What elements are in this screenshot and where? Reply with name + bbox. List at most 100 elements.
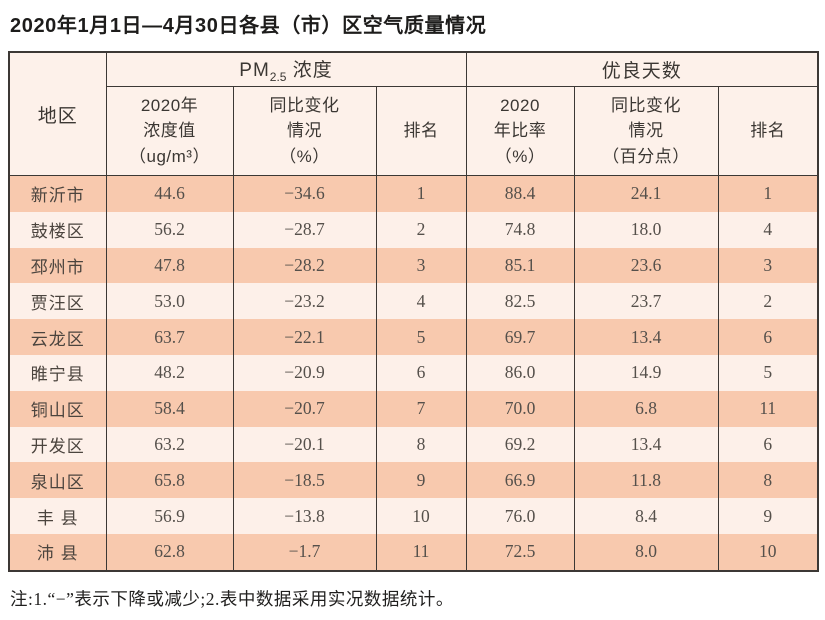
area-cell: 泉山区: [8, 462, 107, 499]
good-days-change-cell: 8.0: [573, 533, 719, 571]
good-days-change-cell: 18.0: [573, 211, 719, 248]
header-pm25-rank: 排名: [375, 86, 467, 176]
pm25-change-cell: −23.2: [232, 283, 377, 320]
good-days-rank-cell: 6: [717, 426, 819, 463]
table-row: 铜山区 58.4 −20.7 7 70.0 6.8 11: [8, 390, 819, 427]
good-days-change-cell: 23.6: [573, 247, 719, 284]
area-cell: 邳州市: [8, 247, 107, 284]
pm25-change-cell: −20.9: [232, 354, 377, 391]
good-days-change-cell: 8.4: [573, 498, 719, 534]
header-good-rank: 排名: [717, 86, 819, 176]
header-pm25-concentration: 2020年 浓度值 （ug/m³）: [105, 86, 234, 176]
area-cell: 铜山区: [8, 390, 107, 427]
good-days-change-cell: 23.7: [573, 283, 719, 320]
good-days-rate-cell: 72.5: [465, 533, 575, 571]
pm25-change-cell: −34.6: [232, 175, 377, 212]
area-cell: 丰 县: [8, 498, 107, 534]
table-row: 睢宁县 48.2 −20.9 6 86.0 14.9 5: [8, 354, 819, 391]
pm25-label-suffix: 浓度: [286, 60, 333, 82]
table-row: 沛 县 62.8 −1.7 11 72.5 8.0 10: [8, 533, 819, 571]
good-days-change-cell: 24.1: [573, 175, 719, 212]
table-row: 邳州市 47.8 −28.2 3 85.1 23.6 3: [8, 247, 819, 284]
pm25-concentration-cell: 47.8: [105, 247, 234, 284]
header-sub-row: 2020年 浓度值 （ug/m³） 同比变化 情况 （%） 排名 2020 年比…: [9, 86, 819, 176]
area-cell: 沛 县: [8, 533, 107, 571]
header-good-change: 同比变化 情况 （百分点）: [573, 86, 719, 176]
area-cell: 新沂市: [8, 175, 107, 212]
good-days-rate-cell: 70.0: [465, 390, 575, 427]
good-days-rank-cell: 10: [717, 533, 819, 571]
header-group-pm25: PM2.5 浓度: [105, 52, 467, 87]
area-cell: 开发区: [8, 426, 107, 463]
pm25-label-prefix: PM: [239, 60, 270, 82]
table-row: 贾汪区 53.0 −23.2 4 82.5 23.7 2: [8, 283, 819, 320]
pm25-change-cell: −28.2: [232, 247, 377, 284]
pm25-concentration-cell: 58.4: [105, 390, 234, 427]
good-days-rate-cell: 86.0: [465, 354, 575, 391]
pm25-change-cell: −1.7: [232, 533, 377, 571]
good-days-change-cell: 6.8: [573, 390, 719, 427]
area-cell: 贾汪区: [8, 283, 107, 320]
pm25-concentration-cell: 63.7: [105, 319, 234, 355]
good-days-rank-cell: 1: [717, 175, 819, 212]
pm25-concentration-cell: 44.6: [105, 175, 234, 212]
good-days-rate-cell: 74.8: [465, 211, 575, 248]
good-days-rate-cell: 88.4: [465, 175, 575, 212]
table-row: 开发区 63.2 −20.1 8 69.2 13.4 6: [8, 426, 819, 463]
good-days-rank-cell: 8: [717, 462, 819, 499]
table-row: 云龙区 63.7 −22.1 5 69.7 13.4 6: [8, 319, 819, 355]
header-good-rate: 2020 年比率 （%）: [465, 86, 575, 176]
header-area: 地区: [8, 52, 107, 176]
good-days-rank-cell: 4: [717, 211, 819, 248]
pm25-concentration-cell: 53.0: [105, 283, 234, 320]
area-cell: 云龙区: [8, 319, 107, 355]
good-days-rank-cell: 6: [717, 319, 819, 355]
pm25-change-cell: −13.8: [232, 498, 377, 534]
pm25-concentration-cell: 48.2: [105, 354, 234, 391]
pm25-rank-cell: 7: [375, 390, 467, 427]
header-pm25-change: 同比变化 情况 （%）: [232, 86, 377, 176]
pm25-label-subscript: 2.5: [269, 69, 287, 84]
pm25-rank-cell: 11: [375, 533, 467, 571]
pm25-rank-cell: 10: [375, 498, 467, 534]
table-row: 泉山区 65.8 −18.5 9 66.9 11.8 8: [8, 462, 819, 499]
pm25-change-cell: −18.5: [232, 462, 377, 499]
good-days-rate-cell: 82.5: [465, 283, 575, 320]
pm25-concentration-cell: 63.2: [105, 426, 234, 463]
footnote: 注:1.“−”表示下降或减少;2.表中数据采用实况数据统计。: [10, 588, 454, 609]
good-days-rate-cell: 66.9: [465, 462, 575, 499]
pm25-concentration-cell: 65.8: [105, 462, 234, 499]
pm25-change-cell: −20.7: [232, 390, 377, 427]
good-days-change-cell: 11.8: [573, 462, 719, 499]
good-days-rank-cell: 3: [717, 247, 819, 284]
table-row: 丰 县 56.9 −13.8 10 76.0 8.4 9: [8, 498, 819, 534]
good-days-change-cell: 13.4: [573, 426, 719, 463]
pm25-rank-cell: 4: [375, 283, 467, 320]
good-days-rank-cell: 2: [717, 283, 819, 320]
good-days-rate-cell: 85.1: [465, 247, 575, 284]
pm25-rank-cell: 2: [375, 211, 467, 248]
pm25-rank-cell: 5: [375, 319, 467, 355]
table-row: 新沂市 44.6 −34.6 1 88.4 24.1 1: [8, 175, 819, 212]
table-row: 鼓楼区 56.2 −28.7 2 74.8 18.0 4: [8, 211, 819, 248]
good-days-change-cell: 13.4: [573, 319, 719, 355]
header-group-row: 地区 PM2.5 浓度 优良天数: [8, 52, 819, 176]
pm25-change-cell: −20.1: [232, 426, 377, 463]
pm25-change-cell: −28.7: [232, 211, 377, 248]
good-days-rate-cell: 69.7: [465, 319, 575, 355]
area-cell: 鼓楼区: [8, 211, 107, 248]
pm25-concentration-cell: 56.9: [105, 498, 234, 534]
pm25-rank-cell: 8: [375, 426, 467, 463]
good-days-rank-cell: 11: [717, 390, 819, 427]
air-quality-table: 地区 PM2.5 浓度 优良天数 2020年 浓度值 （ug/m³） 同比变化 …: [8, 51, 820, 572]
pm25-rank-cell: 6: [375, 354, 467, 391]
pm25-concentration-cell: 62.8: [105, 533, 234, 571]
good-days-rate-cell: 69.2: [465, 426, 575, 463]
good-days-rate-cell: 76.0: [465, 498, 575, 534]
pm25-concentration-cell: 56.2: [105, 211, 234, 248]
good-days-rank-cell: 9: [717, 498, 819, 534]
good-days-change-cell: 14.9: [573, 354, 719, 391]
page-title: 2020年1月1日—4月30日各县（市）区空气质量情况: [10, 15, 487, 37]
header-group-good-days: 优良天数: [465, 52, 819, 87]
